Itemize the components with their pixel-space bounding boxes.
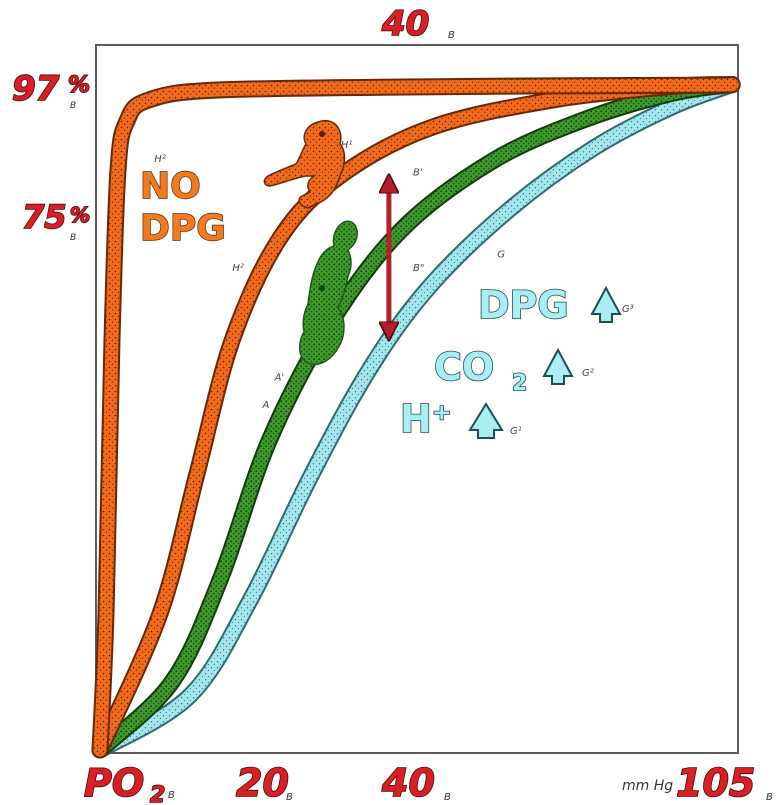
x-tick-105-value: 105 [676, 761, 755, 805]
factor-annotations: DPG G³ CO 2 G² H⁺ G¹ [399, 282, 634, 442]
x-tick-po2: PO 2 B [83, 760, 175, 805]
curve-mark-5: G [497, 250, 505, 261]
factor-co2-subscript: 2 [512, 371, 527, 396]
y-tick-75-unit: % [70, 203, 90, 227]
top-label: 40 B [380, 3, 455, 45]
no-dpg-line2: DPG [140, 208, 226, 249]
y-tick-75-value: 75 [22, 198, 67, 236]
x-tick-20-mark: B [286, 792, 293, 803]
curve-g [93, 78, 739, 757]
curve-marks-layer: H² H¹ H² B' B" G A' A [154, 140, 505, 411]
top-label-value: 40 [381, 4, 429, 44]
y-tick-75-mark: B [70, 233, 76, 243]
y-tick-97-unit: % [68, 73, 90, 98]
factor-h-up-arrow-icon [468, 402, 504, 439]
fetus-figure [263, 119, 346, 209]
mother-figure [299, 220, 358, 366]
factor-co2-mark: G² [582, 368, 594, 379]
factor-co2-up-arrow-icon [542, 347, 574, 385]
x-tick-po2-subscript: 2 [150, 783, 165, 805]
x-tick-po2-mark: B [168, 790, 175, 801]
curve-mark-7: A [262, 400, 270, 411]
factor-dpg-up-arrow-icon [590, 285, 622, 323]
curve-h1 [93, 78, 739, 757]
curves-layer [91, 76, 741, 759]
x-tick-40-value: 40 [381, 761, 435, 805]
curve-mark-0: H² [154, 154, 166, 165]
curve-mark-3: B' [413, 167, 423, 178]
curve-mark-4: B" [413, 263, 424, 274]
curve-mark-2: H² [232, 263, 244, 274]
x-axis-unit-label: mm Hg [622, 778, 673, 794]
factor-dpg: DPG G³ [477, 282, 634, 328]
x-tick-40-mark: B [444, 792, 451, 803]
x-tick-20-value: 20 [236, 761, 289, 805]
x-tick-40: 40 B [380, 760, 451, 805]
factor-co2: CO 2 G² [433, 344, 594, 397]
x-tick-105-mark: B [766, 792, 773, 803]
y-tick-75: 75 % B [21, 197, 91, 243]
factor-dpg-mark: G³ [622, 304, 634, 315]
x-tick-105: 105 B [675, 760, 773, 805]
factor-h: H⁺ G¹ [399, 396, 522, 442]
curve-mark-1: H¹ [341, 140, 353, 151]
no-dpg-line1: NO [140, 166, 201, 207]
factor-co2-label: CO [434, 345, 494, 389]
curve-mark-6: A' [274, 373, 285, 384]
y-tick-97-value: 97 [12, 69, 60, 109]
factor-h-mark: G¹ [510, 426, 522, 437]
curve-h2 [93, 78, 739, 757]
y-tick-97-mark: B [70, 101, 76, 111]
x-axis-unit: mm Hg [622, 778, 673, 794]
factor-h-label: H⁺ [400, 397, 452, 441]
top-label-mark: B [448, 30, 455, 41]
y-tick-97: 97 % B [11, 68, 91, 111]
x-tick-20: 20 B [235, 760, 293, 805]
factor-dpg-label: DPG [478, 283, 569, 327]
x-tick-po2-value: PO [84, 761, 144, 805]
